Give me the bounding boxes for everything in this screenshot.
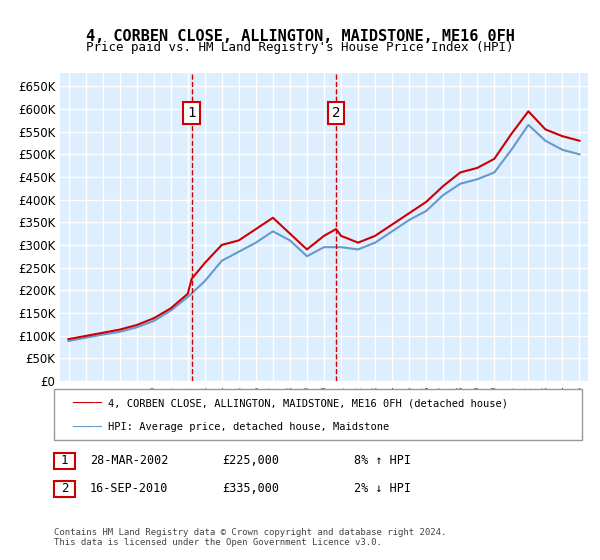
Text: 8% ↑ HPI: 8% ↑ HPI (354, 454, 411, 468)
Text: 4, CORBEN CLOSE, ALLINGTON, MAIDSTONE, ME16 0FH (detached house): 4, CORBEN CLOSE, ALLINGTON, MAIDSTONE, M… (108, 398, 508, 408)
Text: 1: 1 (187, 106, 196, 120)
Text: ────: ──── (72, 421, 102, 433)
Text: 1: 1 (61, 454, 68, 468)
Text: £225,000: £225,000 (222, 454, 279, 468)
Text: Contains HM Land Registry data © Crown copyright and database right 2024.
This d: Contains HM Land Registry data © Crown c… (54, 528, 446, 547)
Text: 16-SEP-2010: 16-SEP-2010 (90, 482, 169, 496)
Text: 2: 2 (61, 482, 68, 496)
Text: Price paid vs. HM Land Registry's House Price Index (HPI): Price paid vs. HM Land Registry's House … (86, 41, 514, 54)
Text: 2: 2 (332, 106, 340, 120)
Text: £335,000: £335,000 (222, 482, 279, 496)
Text: 2% ↓ HPI: 2% ↓ HPI (354, 482, 411, 496)
Text: 28-MAR-2002: 28-MAR-2002 (90, 454, 169, 468)
Text: HPI: Average price, detached house, Maidstone: HPI: Average price, detached house, Maid… (108, 422, 389, 432)
Text: 4, CORBEN CLOSE, ALLINGTON, MAIDSTONE, ME16 0FH: 4, CORBEN CLOSE, ALLINGTON, MAIDSTONE, M… (86, 29, 514, 44)
Text: ────: ──── (72, 397, 102, 410)
